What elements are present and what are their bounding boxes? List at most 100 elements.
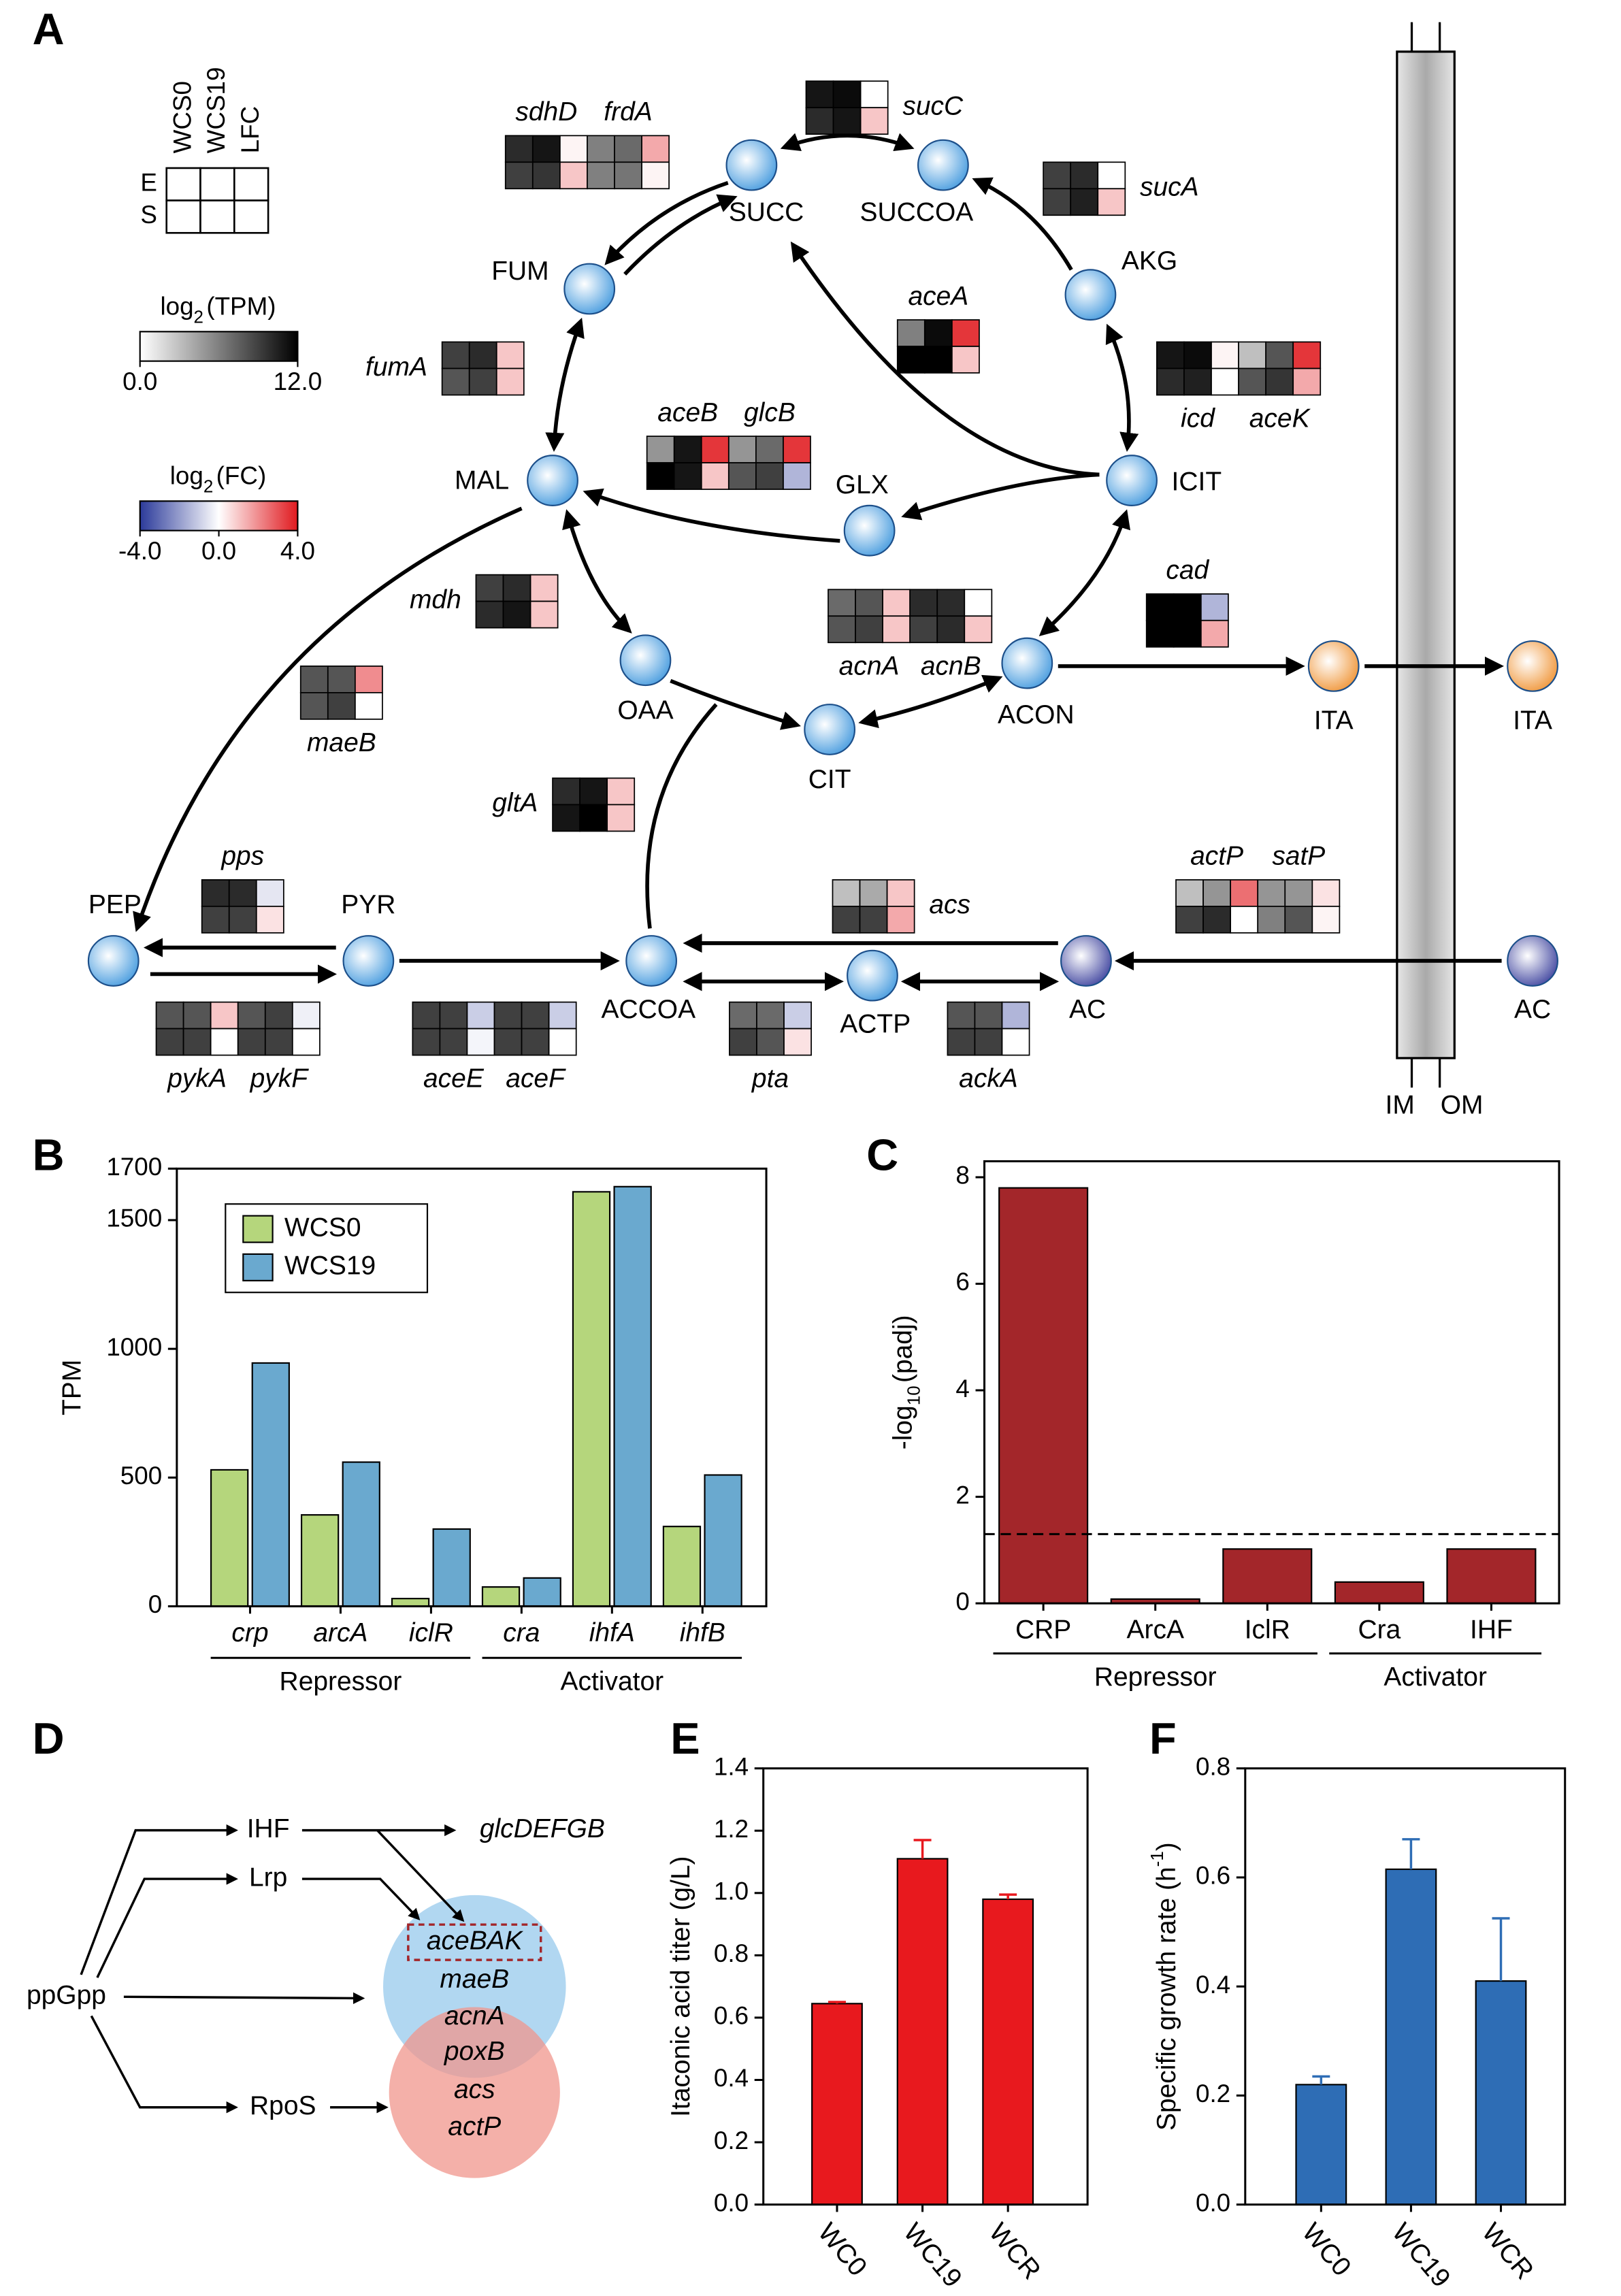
y-axis-label-part: (padj) xyxy=(889,1315,918,1383)
group-label: Repressor xyxy=(280,1667,402,1696)
y-tick-label: 8 xyxy=(955,1162,969,1190)
tpm-cell xyxy=(1070,188,1099,216)
gene-label: icd xyxy=(1181,404,1215,433)
y-tick-label: 0.4 xyxy=(1196,1971,1230,1999)
bar xyxy=(432,1528,471,1607)
lfc-cell xyxy=(783,436,811,463)
tpm-cell xyxy=(1183,367,1212,396)
tpm-cell xyxy=(521,1028,550,1056)
y-tick-label: 0.0 xyxy=(714,2188,749,2216)
x-tick-label: WC19 xyxy=(1386,2218,1456,2293)
tpm-cell xyxy=(587,161,615,190)
y-tick-label: 4 xyxy=(955,1375,969,1403)
y-axis-label-part: ) xyxy=(1153,1842,1182,1851)
tpm-cell xyxy=(855,589,883,617)
lfc-cell xyxy=(1001,1028,1030,1056)
x-tick-label: WC0 xyxy=(813,2218,873,2282)
tpm-cell xyxy=(441,341,470,370)
x-tick-label: ihfA xyxy=(589,1618,635,1647)
tpm-cell xyxy=(673,436,702,463)
gene-label: satP xyxy=(1272,842,1325,871)
gene-label: sucC xyxy=(902,91,964,120)
tpm-cell xyxy=(475,574,504,602)
lfc-cell xyxy=(559,135,588,163)
gene-label: aceA xyxy=(908,282,968,311)
bar xyxy=(982,1898,1034,2205)
gene-label: actP xyxy=(1190,842,1243,871)
metabolite-label: ACTP xyxy=(840,1010,911,1039)
x-tick-label: ihfB xyxy=(680,1618,725,1647)
lfc-cell xyxy=(559,161,588,190)
legend-cell xyxy=(165,199,201,234)
tpm-cell xyxy=(1284,905,1313,934)
y-axis-label: -log10(padj) xyxy=(889,1315,924,1449)
lfc-cell xyxy=(859,107,889,135)
tpm-cell xyxy=(1145,593,1175,621)
tpm-cell xyxy=(531,161,561,190)
panel-label: D xyxy=(33,1713,65,1763)
legend-column: LFC xyxy=(236,106,264,154)
lfc-cell xyxy=(783,1001,812,1030)
y-tick-label: 0 xyxy=(955,1588,969,1616)
metabolite xyxy=(1060,935,1112,987)
metabolite-label: SUCC xyxy=(729,197,804,227)
gene-label: mdh xyxy=(410,585,461,614)
gene-label: pps xyxy=(220,842,264,871)
y-tick-label: 2 xyxy=(955,1481,969,1509)
group-label: Repressor xyxy=(1094,1662,1217,1692)
tpm-cell xyxy=(1202,879,1232,907)
tpm-cell xyxy=(755,462,784,490)
tpm-cell xyxy=(1238,367,1266,396)
tpm-cell xyxy=(228,905,257,934)
y-tick-label: 0.4 xyxy=(714,2064,749,2092)
tpm-cell xyxy=(155,1028,184,1056)
lfc-cell xyxy=(529,600,559,629)
tpm-cell xyxy=(1183,341,1212,370)
metabolite-label: ACCOA xyxy=(602,995,696,1024)
tpm-cell xyxy=(502,574,531,602)
gene: acnA xyxy=(444,2001,505,2031)
bar xyxy=(998,1187,1089,1605)
tpm-cell xyxy=(579,777,608,806)
lfc-cell xyxy=(495,367,525,396)
metabolite xyxy=(1307,640,1360,692)
lfc-cell xyxy=(1230,905,1259,934)
metabolite xyxy=(1001,637,1053,689)
bar xyxy=(523,1577,561,1607)
legend-cell xyxy=(165,167,201,201)
metabolite-label: OAA xyxy=(617,695,673,725)
membrane-label: OM xyxy=(1441,1091,1484,1120)
lfc-cell xyxy=(783,1028,812,1056)
tpm-cell xyxy=(1175,905,1204,934)
tpm-cell xyxy=(412,1001,441,1030)
y-tick-label: 0.6 xyxy=(714,2002,749,2030)
legend-cell xyxy=(233,199,269,234)
metabolite-label: PYR xyxy=(341,890,395,919)
lfc-cell xyxy=(255,879,284,907)
tpm-cell xyxy=(646,436,675,463)
tpm-cell xyxy=(1202,905,1232,934)
tpm-cell xyxy=(755,436,784,463)
plot-frame xyxy=(762,1767,1089,2206)
tpm-cell xyxy=(832,107,862,135)
panel-label: A xyxy=(33,4,65,54)
tpm-cell xyxy=(502,600,531,629)
metabolite-label: AKG xyxy=(1121,246,1177,276)
tpm-cell xyxy=(182,1028,212,1056)
lfc-cell xyxy=(606,777,636,806)
lfc-cell xyxy=(210,1001,239,1030)
tpm-cell xyxy=(552,777,580,806)
metabolite-label: PEP xyxy=(88,890,142,919)
tpm-cell xyxy=(1175,879,1204,907)
colorbar xyxy=(139,500,299,531)
y-tick-label: 0.2 xyxy=(714,2127,749,2154)
x-tick-label: arcA xyxy=(313,1618,367,1647)
bar xyxy=(391,1598,430,1607)
metabolite xyxy=(87,935,140,987)
tpm-cell xyxy=(1257,905,1286,934)
y-tick-label: 1.0 xyxy=(714,1877,749,1905)
tpm-cell xyxy=(896,319,926,347)
membrane xyxy=(1396,22,1456,1088)
scale-title-part: log xyxy=(170,461,203,489)
